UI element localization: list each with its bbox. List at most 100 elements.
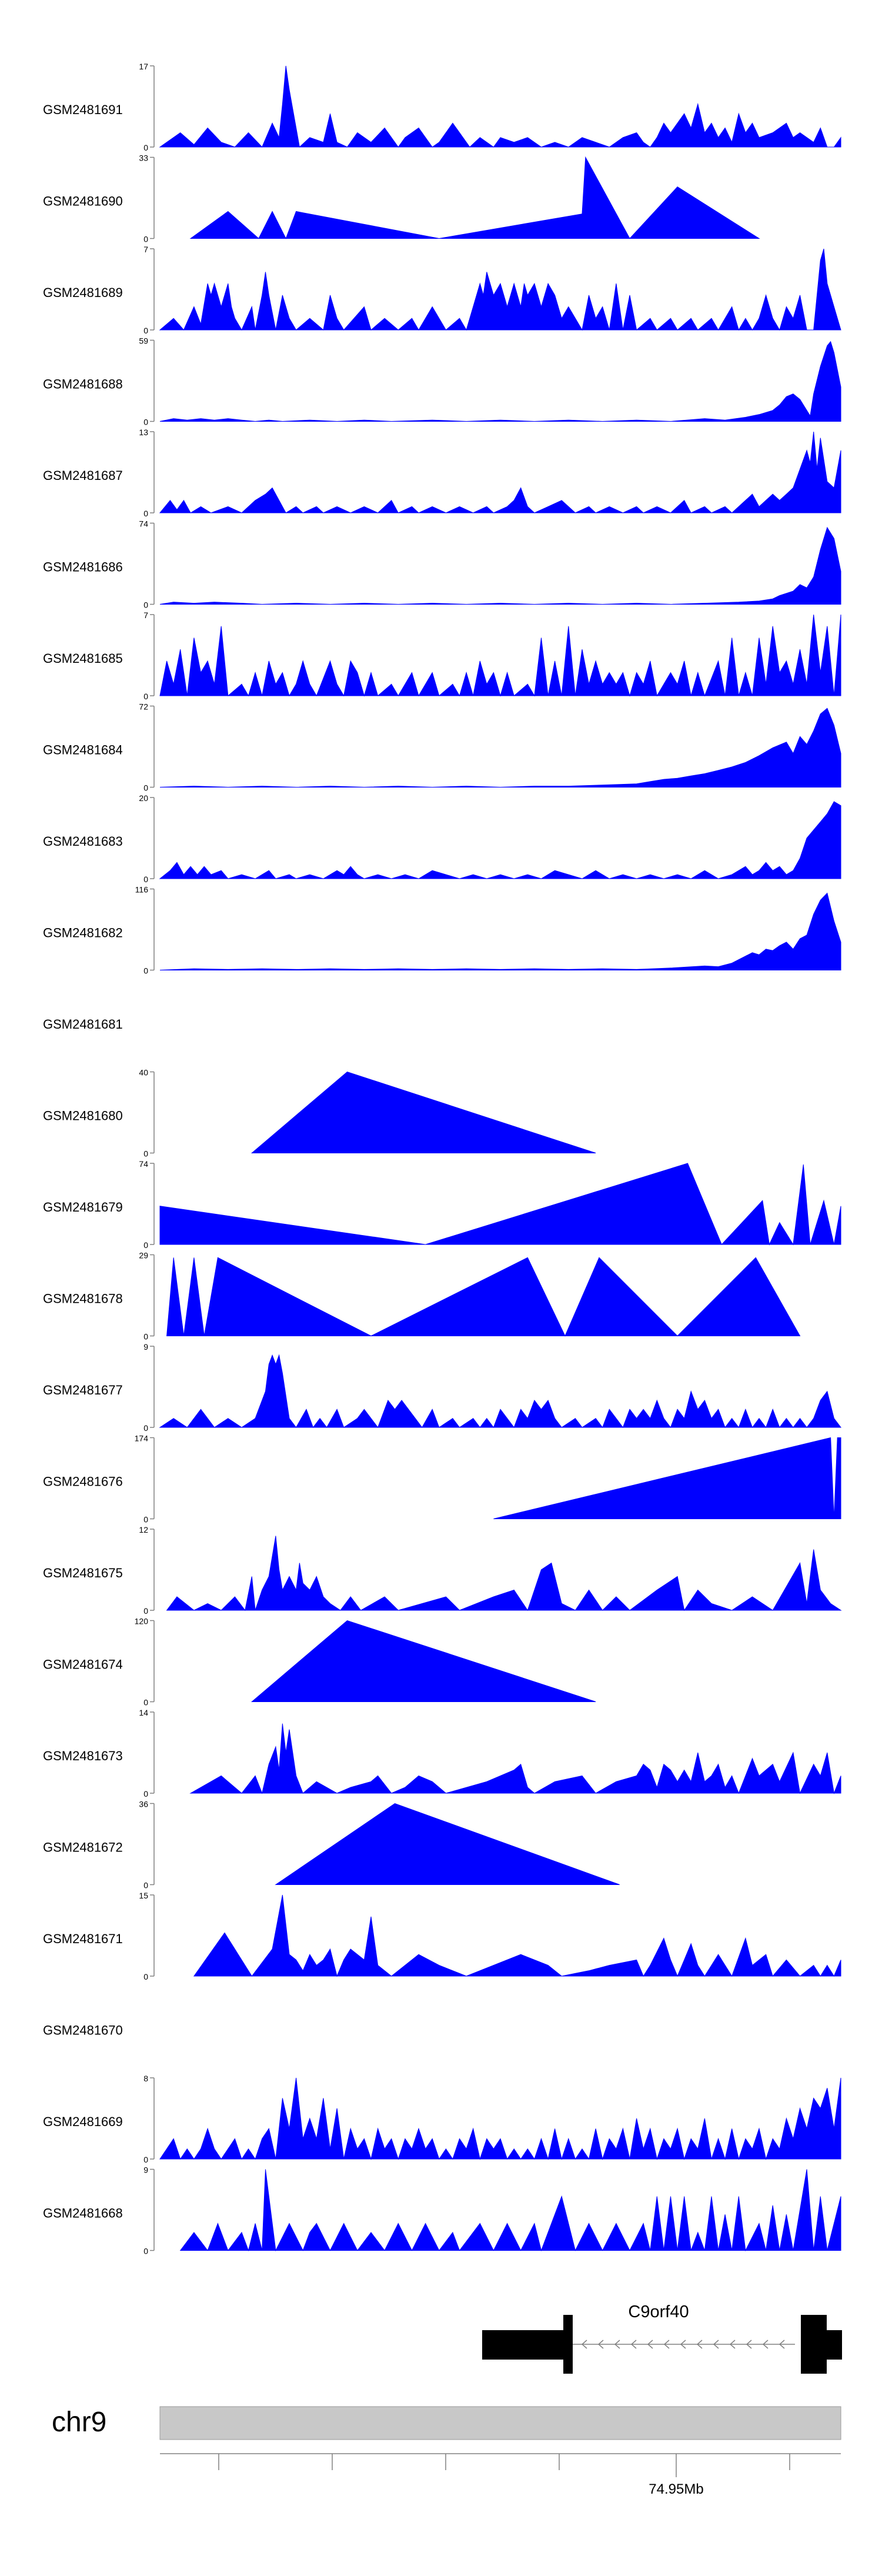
track-label: GSM2481669 (43, 2114, 123, 2129)
track-label: GSM2481674 (43, 1657, 123, 1672)
y-min-label: 0 (143, 1606, 148, 1616)
gene-exon-right (801, 2315, 827, 2374)
y-max-label: 120 (135, 1617, 149, 1626)
coverage-area (275, 1803, 620, 1885)
track-GSM2481679: GSM2481679 74 0 (43, 1159, 841, 1250)
y-max-label: 8 (143, 2074, 148, 2083)
track-GSM2481689: GSM2481689 7 0 (43, 245, 841, 335)
track-label: GSM2481668 (43, 2206, 123, 2221)
track-label: GSM2481679 (43, 1200, 123, 1214)
track-GSM2481672: GSM2481672 36 0 (43, 1800, 620, 1890)
gene-model-track: C9orf40 (482, 2303, 842, 2374)
strand-arrow (762, 2340, 769, 2349)
strand-arrow (729, 2340, 736, 2349)
track-label: GSM2481684 (43, 743, 123, 758)
track-GSM2481687: GSM2481687 13 0 (43, 428, 841, 518)
track-GSM2481673: GSM2481673 14 0 (43, 1708, 841, 1798)
y-min-label: 0 (143, 1972, 148, 1981)
strand-arrow (696, 2340, 703, 2349)
gene-exon-left (563, 2315, 573, 2374)
track-label: GSM2481686 (43, 560, 123, 575)
coverage-area (159, 614, 841, 697)
y-min-label: 0 (143, 1698, 148, 1707)
track-label: GSM2481685 (43, 651, 123, 666)
genome-axis-ticks (218, 2454, 790, 2477)
strand-arrow (647, 2340, 653, 2349)
coverage-area (159, 248, 841, 331)
strand-arrow (713, 2340, 719, 2349)
y-min-label: 0 (143, 1240, 148, 1250)
track-GSM2481682: GSM2481682 116 0 (43, 885, 841, 976)
y-max-label: 13 (139, 428, 148, 437)
track-GSM2481683: GSM2481683 20 0 (43, 793, 841, 884)
track-label: GSM2481690 (43, 194, 123, 209)
y-max-label: 9 (143, 1342, 148, 1352)
y-min-label: 0 (143, 235, 148, 244)
coverage-area (159, 801, 841, 879)
coverage-area (250, 1620, 596, 1702)
y-min-label: 0 (143, 326, 148, 335)
coverage-area (493, 1437, 841, 1519)
track-GSM2481671: GSM2481671 15 0 (43, 1891, 841, 1981)
coverage-area (189, 156, 760, 239)
strand-arrow (581, 2340, 587, 2349)
coverage-area (166, 1536, 842, 1611)
track-GSM2481674: GSM2481674 120 0 (43, 1617, 596, 1707)
track-label: GSM2481673 (43, 1749, 123, 1763)
y-max-label: 72 (139, 702, 148, 712)
y-min-label: 0 (143, 1332, 148, 1342)
coverage-area (159, 341, 841, 422)
chromosome-label: chr9 (52, 2407, 106, 2438)
track-label: GSM2481688 (43, 377, 123, 392)
track-label: GSM2481678 (43, 1292, 123, 1306)
coverage-area (166, 1257, 801, 1337)
track-label: GSM2481671 (43, 1931, 123, 1946)
y-max-label: 33 (139, 154, 148, 163)
track-GSM2481688: GSM2481688 59 0 (43, 336, 841, 427)
y-min-label: 0 (143, 509, 148, 518)
track-label: GSM2481672 (43, 1840, 123, 1855)
y-min-label: 0 (143, 2247, 148, 2256)
y-max-label: 29 (139, 1251, 148, 1260)
track-label: GSM2481677 (43, 1383, 123, 1397)
y-max-label: 36 (139, 1800, 148, 1809)
track-GSM2481685: GSM2481685 7 0 (43, 610, 841, 701)
y-min-label: 0 (143, 1881, 148, 1890)
coverage-area (159, 1354, 842, 1429)
coverage-area (159, 708, 841, 788)
track-label: GSM2481691 (43, 102, 123, 117)
track-GSM2481668: GSM2481668 9 0 (43, 2165, 841, 2256)
coverage-area (159, 2077, 841, 2160)
track-label: GSM2481683 (43, 834, 123, 849)
track-GSM2481684: GSM2481684 72 0 (43, 702, 841, 793)
y-max-label: 40 (139, 1068, 148, 1077)
y-min-label: 0 (143, 143, 148, 152)
gene-name-label: C9orf40 (628, 2303, 689, 2321)
y-min-label: 0 (143, 875, 148, 884)
coverage-area (189, 1723, 841, 1794)
strand-arrow (680, 2340, 686, 2349)
y-min-label: 0 (143, 418, 148, 427)
track-GSM2481669: GSM2481669 8 0 (43, 2074, 841, 2164)
y-min-label: 0 (143, 1423, 148, 1433)
track-GSM2481670: GSM2481670 (43, 2023, 123, 2038)
coverage-area (193, 1894, 841, 1977)
y-min-label: 0 (143, 600, 148, 610)
track-GSM2481675: GSM2481675 12 0 (43, 1525, 842, 1616)
gene-utr-right (826, 2330, 842, 2360)
y-min-label: 0 (143, 783, 148, 793)
data-tracks: GSM2481691170GSM2481690330GSM248168970GS… (43, 62, 842, 2256)
track-GSM2481676: GSM2481676 174 0 (43, 1434, 841, 1524)
y-max-label: 116 (135, 885, 149, 895)
coverage-area (179, 2169, 841, 2252)
strand-arrow (614, 2340, 620, 2349)
y-max-label: 9 (143, 2165, 148, 2175)
y-max-label: 7 (143, 610, 148, 620)
track-GSM2481678: GSM2481678 29 0 (43, 1251, 801, 1342)
y-max-label: 12 (139, 1525, 148, 1534)
y-min-label: 0 (143, 1149, 148, 1159)
track-GSM2481677: GSM2481677 9 0 (43, 1342, 842, 1433)
strand-arrow (746, 2340, 752, 2349)
track-GSM2481691: GSM2481691 17 0 (43, 62, 841, 152)
y-max-label: 14 (139, 1708, 148, 1717)
